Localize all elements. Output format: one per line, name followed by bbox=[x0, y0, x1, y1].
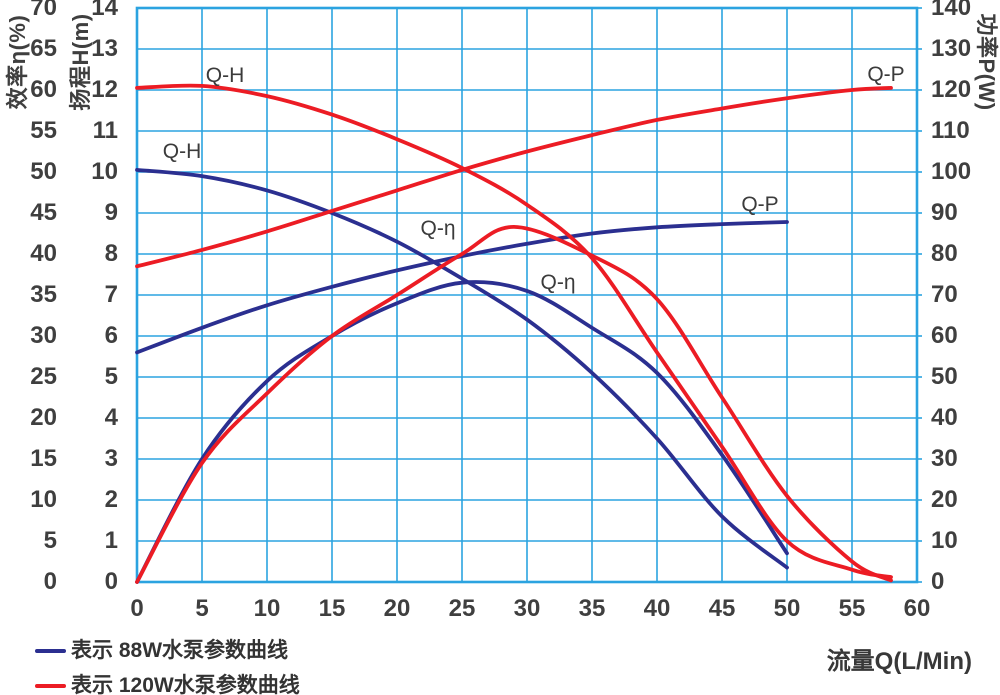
ticks-eta-label: 10 bbox=[30, 486, 57, 513]
ticks-x-label: 35 bbox=[578, 595, 606, 622]
ticks-eta-label: 45 bbox=[30, 199, 57, 226]
ticks-P-label: 100 bbox=[931, 158, 972, 185]
ticks-H-label: 6 bbox=[104, 322, 118, 349]
ticks-eta-label: 30 bbox=[30, 322, 57, 349]
ticks-P-label: 60 bbox=[931, 322, 958, 349]
ticks-H-label: 13 bbox=[91, 35, 118, 62]
plot-border bbox=[135, 6, 919, 584]
ticks-H-label: 9 bbox=[104, 199, 118, 226]
ticks-eta-label: 0 bbox=[43, 568, 57, 595]
ticks-eta-label: 50 bbox=[30, 158, 57, 185]
curve-q-h-120w bbox=[135, 83, 893, 579]
ticks-x-label: 30 bbox=[513, 595, 541, 622]
ticks-eta-label: 35 bbox=[30, 281, 57, 308]
curve-q-p-120w bbox=[135, 86, 893, 269]
ticks-H-label: 7 bbox=[104, 281, 118, 308]
ticks-H-label: 2 bbox=[104, 486, 118, 513]
ticks-P-label: 140 bbox=[931, 0, 972, 21]
ticks-H-label: 0 bbox=[104, 568, 118, 595]
ticks-eta-label: 5 bbox=[43, 527, 57, 554]
ticks-x-label: 10 bbox=[253, 595, 281, 622]
ticks-H-label: 12 bbox=[91, 76, 118, 103]
ticks-eta-label: 65 bbox=[30, 35, 57, 62]
ticks-P-label: 10 bbox=[931, 527, 958, 554]
ticks-H-label: 3 bbox=[104, 445, 118, 472]
ticks-H-label: 5 bbox=[104, 363, 118, 390]
ticks-H-label: 10 bbox=[91, 158, 118, 185]
flow-axis-title: 流量Q(L/Min) bbox=[826, 648, 972, 675]
ticks-P-label: 110 bbox=[931, 117, 970, 144]
ticks-P-label: 50 bbox=[931, 363, 958, 390]
ticks-P-label: 0 bbox=[931, 568, 945, 595]
ticks-P-label: 120 bbox=[931, 76, 972, 103]
legend-label-120w: 表示 120W水泵参数曲线 bbox=[71, 674, 300, 695]
ticks-H-label: 1 bbox=[104, 527, 118, 554]
ticks-P-label: 90 bbox=[931, 199, 958, 226]
ticks-P-label: 40 bbox=[931, 404, 958, 431]
ticks-x-label: 60 bbox=[903, 595, 931, 622]
ticks-x-label: 15 bbox=[318, 595, 346, 622]
curve-label-qh-blue: Q-H bbox=[162, 140, 202, 163]
ticks-x-label: 0 bbox=[130, 595, 144, 622]
curve-label-qeta-blue: Q-η bbox=[540, 271, 576, 294]
ticks-x-label: 45 bbox=[708, 595, 736, 622]
ticks-eta-label: 25 bbox=[30, 363, 57, 390]
curve-q-η-88w bbox=[135, 280, 789, 584]
ticks-P-label: 80 bbox=[931, 240, 958, 267]
efficiency-axis-title: 效率η(%) bbox=[5, 14, 30, 110]
ticks-P-label: 70 bbox=[931, 281, 958, 308]
ticks-eta-label: 70 bbox=[30, 0, 57, 21]
legend-label-88w: 表示 88W水泵参数曲线 bbox=[71, 639, 289, 662]
curve-q-η-120w bbox=[135, 224, 893, 584]
ticks-x-label: 25 bbox=[448, 595, 476, 622]
ticks-P-label: 30 bbox=[931, 445, 958, 472]
ticks-H-label: 14 bbox=[91, 0, 118, 21]
curve-label-qh-red: Q-H bbox=[205, 64, 245, 87]
ticks-eta-label: 20 bbox=[30, 404, 57, 431]
ticks-eta-label: 55 bbox=[30, 117, 57, 144]
ticks-x-label: 5 bbox=[195, 595, 209, 622]
curve-label-qp-blue: Q-P bbox=[741, 193, 779, 216]
ticks-H-label: 11 bbox=[92, 117, 118, 144]
ticks-eta-label: 40 bbox=[30, 240, 57, 267]
power-axis-title: 功率P(W) bbox=[974, 13, 999, 111]
ticks-H-label: 4 bbox=[104, 404, 118, 431]
curve-label-qp-red: Q-P bbox=[867, 63, 905, 86]
ticks-P-label: 20 bbox=[931, 486, 958, 513]
ticks-eta-label: 15 bbox=[30, 445, 57, 472]
legend-swatch-120w bbox=[35, 684, 66, 688]
ticks-P-label: 130 bbox=[931, 35, 972, 62]
ticks-x-label: 50 bbox=[773, 595, 801, 622]
legend-swatch-88w bbox=[35, 649, 66, 653]
curve-label-qeta-red: Q-η bbox=[420, 217, 456, 240]
ticks-H-label: 8 bbox=[104, 240, 118, 267]
ticks-x-label: 20 bbox=[383, 595, 411, 622]
ticks-x-label: 40 bbox=[643, 595, 671, 622]
ticks-x-label: 55 bbox=[838, 595, 866, 622]
head-axis-title: 扬程H(m) bbox=[68, 13, 93, 111]
ticks-eta-label: 60 bbox=[30, 76, 57, 103]
curve-q-h-88w bbox=[135, 168, 789, 570]
